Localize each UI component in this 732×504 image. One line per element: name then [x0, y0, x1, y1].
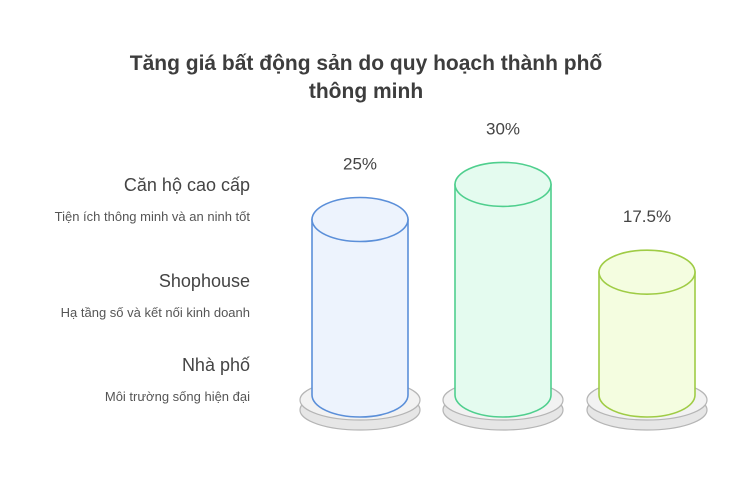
bar-3: [598, 271, 696, 418]
legend-name: Căn hộ cao cấp: [123, 175, 250, 195]
legend-desc: Môi trường sống hiện đại: [104, 389, 250, 404]
legend-item-shophouse: Shophouse Hạ tầng số và kết nối kinh doa…: [30, 270, 250, 321]
chart-title-line-1: Tăng giá bất động sản do quy hoạch thành…: [129, 52, 603, 75]
bar-top-3: [598, 249, 696, 295]
bar-top-2: [454, 161, 552, 208]
data-label-3: 17.5%: [623, 207, 671, 226]
legend-desc: Tiện ích thông minh và an ninh tốt: [54, 209, 250, 224]
legend-name: Nhà phố: [181, 355, 250, 375]
bar-top-1: [311, 196, 409, 243]
bar-1: [311, 218, 409, 418]
legend-item-can-ho: Căn hộ cao cấp Tiện ích thông minh và an…: [45, 174, 250, 225]
bar-2: [454, 183, 552, 418]
legend-item-nha-pho: Nhà phố Môi trường sống hiện đại: [30, 354, 250, 405]
chart-title: Tăng giá bất động sản do quy hoạch thành…: [0, 50, 732, 106]
data-label-2: 30%: [486, 119, 520, 138]
data-label-1: 25%: [343, 155, 377, 174]
chart-title-line-2: thông minh: [308, 80, 424, 103]
legend-name: Shophouse: [158, 271, 250, 291]
legend-desc: Hạ tầng số và kết nối kinh doanh: [60, 305, 250, 320]
